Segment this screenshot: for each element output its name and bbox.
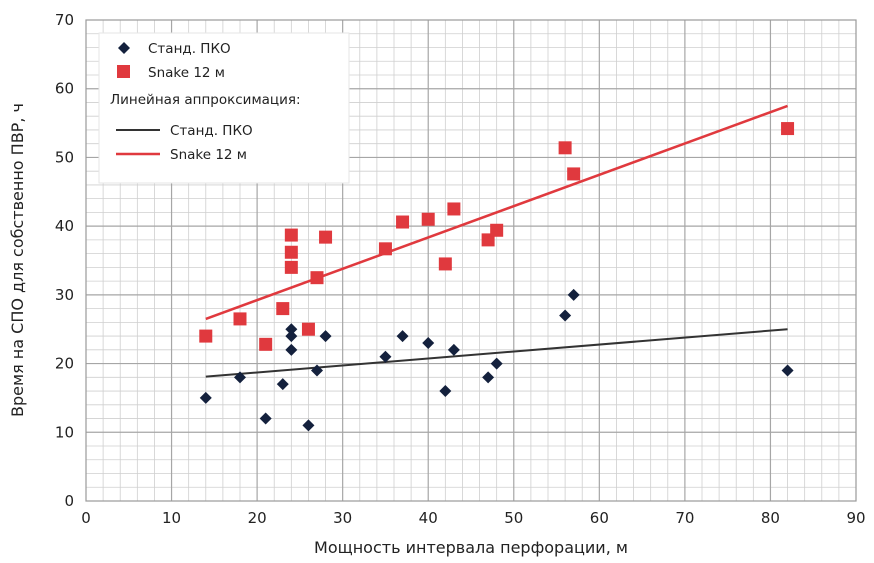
y-axis-ticks: 0 10 20 30 40 50 60 70 <box>55 11 74 510</box>
data-point-square <box>284 260 298 274</box>
data-point-diamond <box>490 357 503 370</box>
data-point-square <box>199 329 213 343</box>
data-point-square <box>396 215 410 229</box>
data-point-diamond <box>781 364 794 377</box>
x-axis-ticks: 0 10 20 30 40 50 60 70 80 90 <box>81 509 865 527</box>
data-point-diamond <box>422 336 435 349</box>
data-point-square <box>447 202 461 216</box>
x-tick-label: 20 <box>248 509 267 527</box>
y-tick-label: 60 <box>55 80 74 98</box>
legend-marker-diamond <box>118 42 130 54</box>
data-point-diamond <box>396 330 409 343</box>
plot-frame <box>85 19 857 502</box>
y-tick-label: 40 <box>55 217 74 235</box>
data-point-diamond <box>311 364 323 377</box>
data-point-diamond <box>276 378 289 391</box>
y-tick-label: 10 <box>55 423 74 441</box>
data-point-diamond <box>319 330 332 343</box>
data-point-diamond <box>285 323 298 336</box>
x-tick-label: 60 <box>590 509 609 527</box>
data-point-square <box>319 230 333 244</box>
y-tick-label: 70 <box>55 11 74 29</box>
x-tick-label: 50 <box>504 509 523 527</box>
data-point-square <box>421 212 435 226</box>
x-tick-label: 80 <box>761 509 780 527</box>
data-point-square <box>259 337 273 351</box>
fit-line <box>205 104 788 321</box>
data-point-diamond <box>447 343 460 356</box>
data-point-diamond <box>199 391 212 404</box>
fit-lines <box>205 104 788 378</box>
x-axis-label: Мощность интервала перфорации, м <box>314 538 628 557</box>
data-point-diamond <box>567 288 580 301</box>
legend-box <box>98 32 350 184</box>
fit-line <box>205 328 788 378</box>
data-point-square <box>781 122 795 136</box>
legend-label-series-2: Snake 12 м <box>148 65 225 81</box>
data-points <box>199 122 795 432</box>
x-tick-label: 90 <box>846 509 865 527</box>
data-point-diamond <box>482 371 495 384</box>
data-point-square <box>438 257 452 271</box>
data-point-square <box>301 322 315 336</box>
legend: Станд. ПКО Snake 12 м Линейная аппроксим… <box>98 32 350 184</box>
data-point-diamond <box>285 330 298 343</box>
data-point-square <box>490 223 504 237</box>
data-point-square <box>378 242 392 256</box>
y-axis-label: Время на СПО для собственно ПВР, ч <box>8 103 27 417</box>
data-point-diamond <box>302 419 315 432</box>
y-tick-label: 30 <box>55 286 74 304</box>
data-point-square <box>284 245 298 259</box>
data-point-square <box>284 228 298 242</box>
data-point-diamond <box>379 350 392 363</box>
x-tick-label: 10 <box>162 509 181 527</box>
legend-fit-label-1: Станд. ПКО <box>170 123 253 139</box>
x-tick-label: 0 <box>81 509 91 527</box>
legend-marker-square <box>117 65 130 78</box>
data-point-diamond <box>439 385 452 398</box>
legend-fit-heading: Линейная аппроксимация: <box>110 92 301 108</box>
data-point-square <box>310 271 324 285</box>
data-point-diamond <box>234 371 246 384</box>
x-tick-label: 70 <box>675 509 694 527</box>
y-tick-label: 0 <box>64 492 74 510</box>
data-point-diamond <box>285 343 298 356</box>
data-point-square <box>233 312 247 326</box>
data-point-diamond <box>259 412 272 425</box>
data-point-square <box>558 141 572 155</box>
x-tick-label: 40 <box>419 509 438 527</box>
legend-label-series-1: Станд. ПКО <box>148 41 231 57</box>
data-point-square <box>567 167 581 181</box>
y-tick-label: 20 <box>55 355 74 373</box>
y-tick-label: 50 <box>55 148 74 166</box>
x-tick-label: 30 <box>333 509 352 527</box>
data-point-square <box>276 302 290 316</box>
legend-fit-label-2: Snake 12 м <box>170 147 247 163</box>
data-point-diamond <box>559 309 572 322</box>
